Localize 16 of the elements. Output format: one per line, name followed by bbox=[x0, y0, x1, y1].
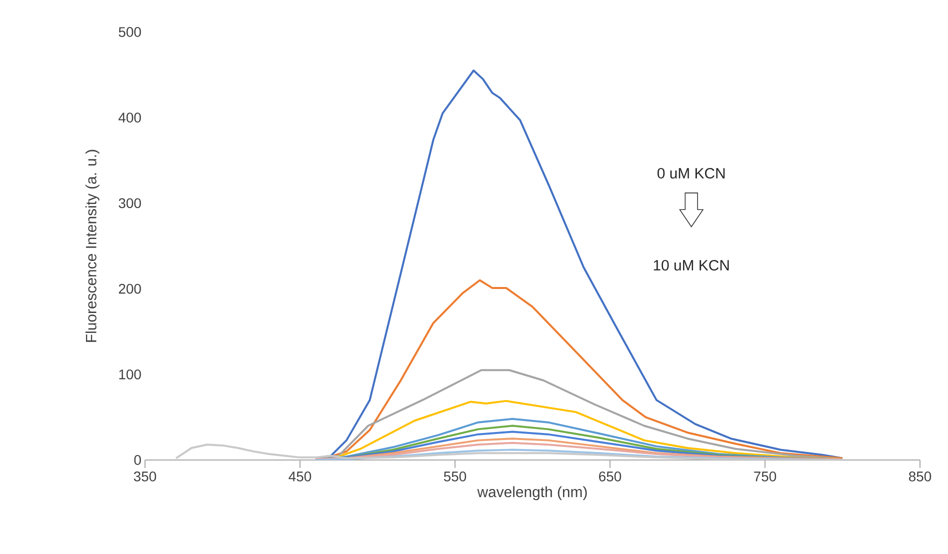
x-tick-label: 550 bbox=[444, 472, 466, 482]
x-axis-title: wavelength (nm) bbox=[477, 486, 587, 500]
x-tick-label: 350 bbox=[134, 472, 156, 482]
annotation: 10 uM KCN bbox=[654, 260, 729, 271]
y-tick-label: 200 bbox=[118, 284, 141, 294]
y-tick-label: 300 bbox=[118, 198, 141, 208]
y-tick-label: 500 bbox=[118, 27, 141, 37]
y-axis-title: Fluorescence Intensity (a. u.) bbox=[85, 150, 100, 342]
y-tick-label: 100 bbox=[119, 369, 141, 380]
y-tick-label: 400 bbox=[118, 112, 141, 123]
annotation: 0 uM KCN bbox=[657, 168, 725, 179]
x-tick-label: 850 bbox=[908, 472, 932, 482]
x-tick-label: 450 bbox=[288, 472, 312, 482]
x-tick-label: 650 bbox=[599, 472, 622, 482]
x-tick-label: 750 bbox=[754, 472, 776, 482]
y-tick-label: 0 bbox=[134, 455, 141, 465]
